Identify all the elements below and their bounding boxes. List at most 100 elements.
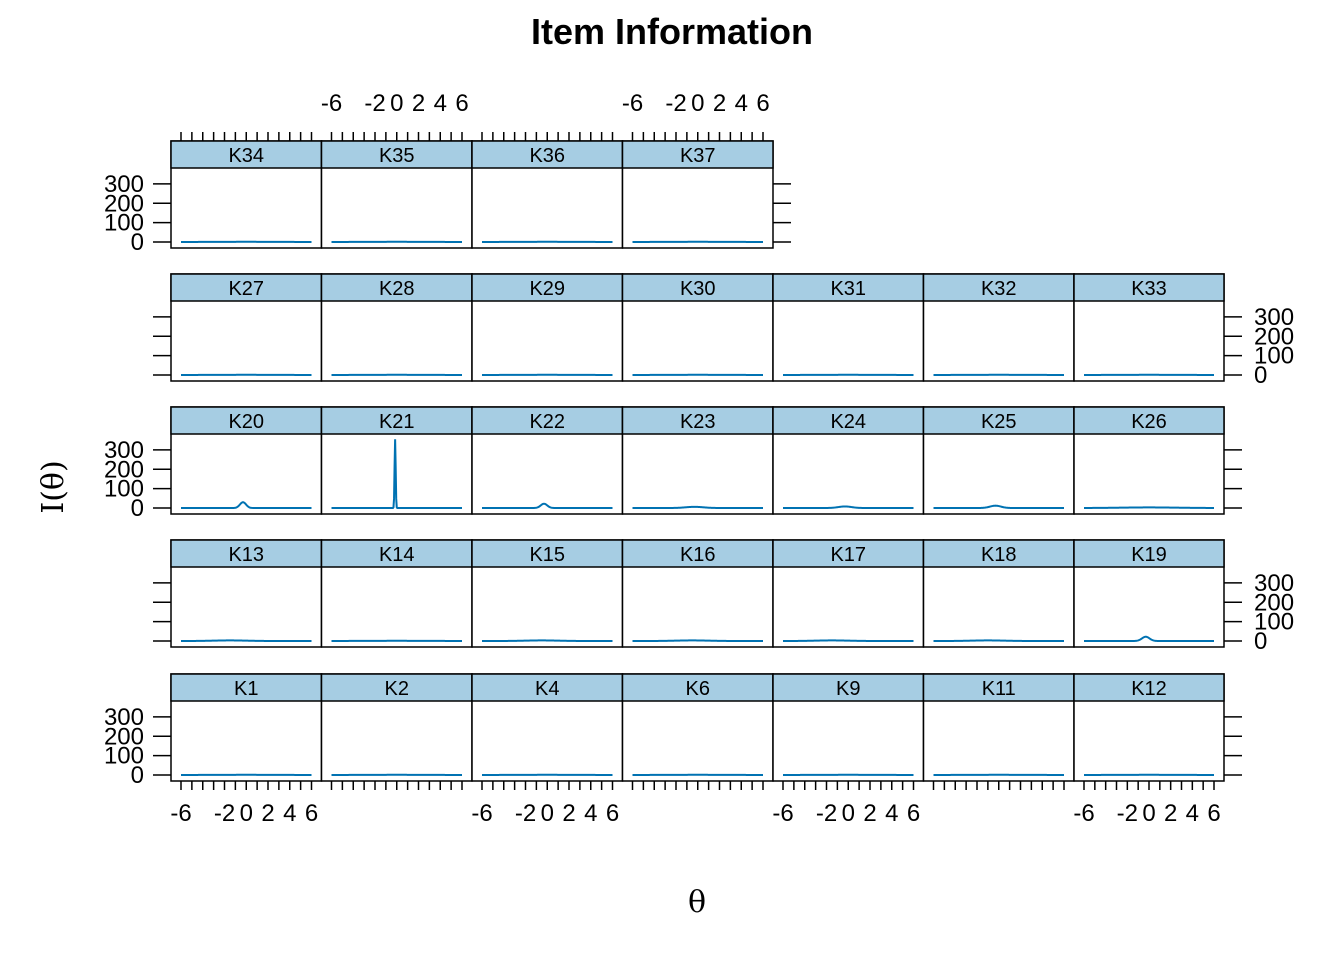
y-tick-label: 200: [1254, 323, 1294, 350]
x-tick-label: -6: [170, 800, 191, 827]
panel-k20: K20: [170, 406, 323, 515]
strip-label: K18: [981, 544, 1017, 566]
y-tick-label: 300: [104, 171, 144, 198]
x-tick-label: -6: [1073, 800, 1094, 827]
x-tick-label: -2: [515, 800, 536, 827]
y-tick-label: 300: [1254, 304, 1294, 331]
strip-label: K14: [379, 544, 415, 566]
panel-strip: [1073, 539, 1225, 568]
strip-label: K19: [1131, 544, 1167, 566]
y-tick-label: 0: [1254, 362, 1267, 389]
strip-label: K30: [680, 278, 716, 300]
strip-label: K34: [228, 145, 264, 167]
panel-k18: K18: [922, 539, 1075, 648]
strip-label: K29: [529, 278, 565, 300]
y-tick-label: 200: [1254, 589, 1294, 616]
y-tick-label: 100: [104, 743, 144, 770]
x-tick-label: 2: [713, 90, 726, 117]
series-line-k26: [1084, 506, 1214, 509]
x-tick-label: 2: [412, 90, 425, 117]
panel-k22: K22: [471, 406, 624, 515]
panel-k19: K19: [1073, 539, 1225, 648]
panel-k30: K30: [621, 273, 774, 382]
panel-strip: [170, 406, 323, 435]
panel-k21: K21: [320, 406, 473, 515]
series-line-k21: [331, 439, 462, 509]
y-tick-label: 200: [104, 190, 144, 217]
panel-k33: K33: [1073, 273, 1225, 382]
panel-k26: K26: [1073, 406, 1225, 515]
panel-k34: K34: [170, 140, 323, 249]
y-tick-label: 0: [1254, 628, 1267, 655]
chart-title: Item Information: [531, 11, 813, 52]
panel-strip: [621, 273, 774, 302]
panel-k27: K27: [170, 273, 323, 382]
strip-label: K12: [1131, 678, 1167, 700]
panel-k11: K11: [922, 673, 1075, 782]
strip-label: K22: [529, 411, 565, 433]
x-tick-label: 4: [283, 800, 296, 827]
panel-strip: [170, 539, 323, 568]
strip-label: K33: [1131, 278, 1167, 300]
x-tick-label: -2: [1117, 800, 1138, 827]
y-tick-label: 300: [1254, 570, 1294, 597]
strip-label: K32: [981, 278, 1017, 300]
x-tick-label: -6: [622, 90, 643, 117]
series-line-k23: [632, 505, 763, 509]
strip-label: K23: [680, 411, 716, 433]
y-tick-label: 200: [104, 456, 144, 483]
strip-label: K35: [379, 145, 415, 167]
panel-k31: K31: [772, 273, 925, 382]
x-tick-label: 4: [1186, 800, 1199, 827]
panel-strip: [471, 673, 624, 702]
panel-k4: K4: [471, 673, 624, 782]
x-tick-label: 0: [390, 90, 403, 117]
x-tick-label: 4: [885, 800, 898, 827]
strip-label: K28: [379, 278, 415, 300]
panel-k25: K25: [922, 406, 1075, 515]
panel-strip: [772, 273, 925, 302]
x-tick-label: 2: [863, 800, 876, 827]
panel-k1: K1: [170, 673, 323, 782]
strip-label: K17: [830, 544, 866, 566]
y-tick-label: 0: [131, 762, 144, 789]
y-tick-label: 300: [104, 437, 144, 464]
series-line-k18: [933, 639, 1064, 642]
strip-label: K9: [836, 678, 860, 700]
x-tick-label: 6: [756, 90, 769, 117]
panel-strip: [621, 673, 774, 702]
x-tick-label: 6: [606, 800, 619, 827]
x-tick-label: -2: [816, 800, 837, 827]
strip-label: K24: [830, 411, 866, 433]
x-axis-label: θ: [688, 885, 706, 920]
x-tick-label: -6: [471, 800, 492, 827]
panel-k14: K14: [320, 539, 473, 648]
x-tick-label: 2: [1164, 800, 1177, 827]
panel-k24: K24: [772, 406, 925, 515]
series-line-k19: [1084, 635, 1214, 642]
panel-strip: [772, 406, 925, 435]
y-tick-label: 200: [104, 723, 144, 750]
panel-grid: K1 K2 K4 K6 K9 K11 K12 K13 K14 K15 K16 K17 K18 K19 K20…: [104, 90, 1294, 827]
x-tick-label: 6: [305, 800, 318, 827]
x-tick-label: 4: [735, 90, 748, 117]
panel-strip: [922, 673, 1075, 702]
strip-label: K31: [830, 278, 866, 300]
panel-strip: [621, 140, 774, 169]
panel-k13: K13: [170, 539, 323, 648]
series-line-k25: [933, 504, 1064, 509]
y-tick-label: 100: [104, 476, 144, 503]
x-tick-label: 0: [1142, 800, 1155, 827]
strip-label: K16: [680, 544, 716, 566]
strip-label: K1: [234, 678, 258, 700]
x-tick-label: 0: [691, 90, 704, 117]
strip-label: K25: [981, 411, 1017, 433]
y-tick-label: 0: [131, 229, 144, 256]
panel-strip: [320, 406, 473, 435]
x-tick-label: 2: [261, 800, 274, 827]
x-tick-label: -2: [214, 800, 235, 827]
series-line-k24: [783, 505, 914, 509]
y-tick-label: 0: [131, 495, 144, 522]
x-tick-label: 6: [455, 90, 468, 117]
